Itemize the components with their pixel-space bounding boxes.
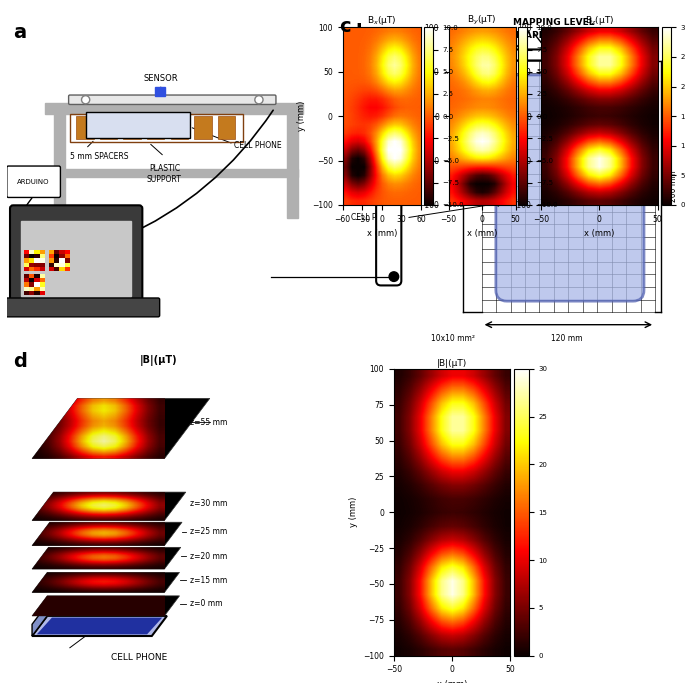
Bar	[171, 115, 188, 139]
Text: W: W	[559, 33, 569, 44]
Text: z=15 mm: z=15 mm	[190, 576, 227, 585]
X-axis label: x (mm): x (mm)	[584, 229, 614, 238]
Polygon shape	[32, 616, 167, 636]
Bar	[54, 169, 299, 177]
X-axis label: x (mm): x (mm)	[366, 229, 397, 238]
Y-axis label: y (mm): y (mm)	[297, 101, 306, 131]
Bar	[218, 115, 236, 139]
Text: z=0 mm: z=0 mm	[190, 600, 222, 609]
FancyBboxPatch shape	[376, 87, 401, 285]
Text: z=55 mm: z=55 mm	[190, 418, 227, 427]
Bar	[123, 115, 141, 139]
Circle shape	[82, 96, 90, 104]
Y-axis label: y (mm): y (mm)	[349, 497, 358, 527]
Text: c: c	[339, 17, 351, 36]
Text: z=20 mm: z=20 mm	[190, 552, 227, 561]
Text: SENSOR: SENSOR	[144, 74, 179, 83]
Text: MAPPING GRID: MAPPING GRID	[516, 31, 592, 40]
Text: |B|(μT): |B|(μT)	[139, 355, 177, 366]
Bar	[287, 114, 299, 218]
Polygon shape	[32, 596, 179, 616]
Text: a: a	[13, 23, 26, 42]
Polygon shape	[32, 398, 210, 459]
Title: B$_z$(μT): B$_z$(μT)	[585, 14, 614, 27]
FancyBboxPatch shape	[68, 95, 276, 104]
FancyBboxPatch shape	[5, 298, 160, 317]
Text: PLASTIC
SUPPORT: PLASTIC SUPPORT	[147, 165, 182, 184]
Polygon shape	[86, 112, 190, 138]
Text: z=30 mm: z=30 mm	[190, 499, 227, 508]
Bar	[155, 87, 165, 96]
Title: |B|(μT): |B|(μT)	[437, 359, 467, 368]
Text: 200 mm: 200 mm	[669, 171, 678, 202]
Text: *: *	[566, 179, 574, 197]
Bar	[21, 221, 132, 296]
Polygon shape	[32, 604, 47, 636]
Title: B$_x$(μT): B$_x$(μT)	[367, 14, 397, 27]
Text: MAPPING LEVEL: MAPPING LEVEL	[514, 18, 595, 27]
FancyBboxPatch shape	[496, 75, 644, 301]
Bar	[76, 115, 93, 139]
Polygon shape	[32, 492, 186, 520]
Text: 10x10 mm²: 10x10 mm²	[432, 334, 475, 343]
Bar	[147, 115, 164, 139]
Title: B$_y$(μT): B$_y$(μT)	[467, 14, 497, 27]
Text: ARDUINO: ARDUINO	[17, 179, 50, 184]
Text: CELL PHONE: CELL PHONE	[111, 653, 167, 662]
Circle shape	[255, 96, 263, 104]
Bar	[195, 115, 212, 139]
Bar	[70, 114, 243, 143]
FancyBboxPatch shape	[496, 49, 631, 61]
Polygon shape	[32, 522, 182, 546]
Bar	[45, 103, 303, 114]
Text: 5 mm SPACERS: 5 mm SPACERS	[70, 152, 128, 161]
X-axis label: x (mm): x (mm)	[467, 229, 497, 238]
X-axis label: x (mm): x (mm)	[437, 680, 467, 683]
Text: 120 mm: 120 mm	[551, 334, 582, 343]
Text: CELL PHONE: CELL PHONE	[351, 213, 399, 223]
Text: b: b	[356, 23, 369, 42]
Polygon shape	[32, 572, 179, 592]
Text: d: d	[13, 352, 27, 371]
FancyBboxPatch shape	[7, 166, 60, 197]
Text: z=25 mm: z=25 mm	[190, 527, 227, 536]
Bar	[100, 115, 117, 139]
Polygon shape	[37, 617, 162, 635]
Polygon shape	[32, 547, 181, 569]
Text: L: L	[451, 182, 456, 191]
Bar	[54, 114, 65, 218]
FancyBboxPatch shape	[10, 206, 142, 306]
Text: CELL PHONE: CELL PHONE	[234, 141, 282, 150]
